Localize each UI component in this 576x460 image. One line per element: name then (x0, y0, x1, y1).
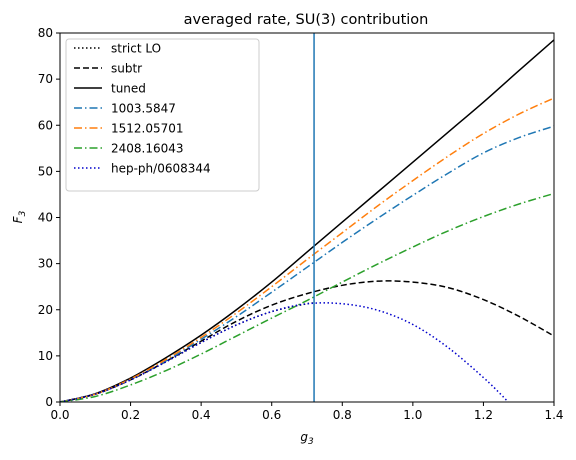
series-line-4 (60, 125, 554, 402)
x-tick-label: 0.2 (121, 408, 140, 422)
series-line-3 (60, 39, 554, 402)
x-axis-label-sub: 3 (308, 437, 314, 447)
x-tick-label: 0.4 (192, 408, 211, 422)
legend-box (65, 38, 260, 192)
x-axis-label: g3 (300, 430, 314, 447)
series-line-2 (60, 280, 554, 402)
y-axis-label-sub: 3 (18, 210, 28, 216)
chart-title: averaged rate, SU(3) contribution (184, 12, 429, 28)
legend-label: 1003.5847 (111, 102, 176, 116)
y-axis-ticks: 0 10 20 30 40 50 60 70 80 (38, 26, 60, 409)
legend-label: hep-ph/0608344 (111, 162, 211, 176)
y-tick-label: 60 (38, 118, 53, 132)
series-line-6 (60, 192, 554, 402)
legend-label: tuned (111, 82, 146, 96)
x-axis-ticks: 0.0 0.2 0.4 0.6 0.8 1.0 1.2 1.4 (50, 402, 564, 422)
legend: strict LO subtr tuned 1003.5847 1512.05701 24… (65, 38, 260, 192)
legend-label: 1512.05701 (111, 122, 184, 136)
x-tick-label: 1.4 (544, 408, 563, 422)
x-tick-label: 0.8 (333, 408, 352, 422)
legend-label: strict LO (111, 42, 161, 56)
x-tick-label: 1.0 (403, 408, 422, 422)
x-tick-label: 1.2 (474, 408, 493, 422)
x-tick-label: 0.6 (262, 408, 281, 422)
series-line-7 (60, 302, 509, 402)
legend-label: 2408.16043 (111, 142, 184, 156)
y-tick-label: 10 (38, 349, 53, 363)
y-tick-label: 0 (45, 395, 53, 409)
x-axis-label-base: g (300, 430, 308, 444)
series-layer (60, 39, 554, 402)
legend-label: subtr (111, 62, 142, 76)
y-tick-label: 50 (38, 164, 53, 178)
y-axis-label-base: F (11, 215, 25, 223)
x-tick-label: 0.0 (50, 408, 69, 422)
y-tick-label: 30 (38, 257, 53, 271)
y-tick-label: 80 (38, 26, 53, 40)
y-tick-label: 20 (38, 303, 53, 317)
series-line-5 (60, 97, 554, 402)
y-tick-label: 70 (38, 72, 53, 86)
y-tick-label: 40 (38, 211, 53, 225)
y-axis-label: F3 (11, 210, 28, 223)
